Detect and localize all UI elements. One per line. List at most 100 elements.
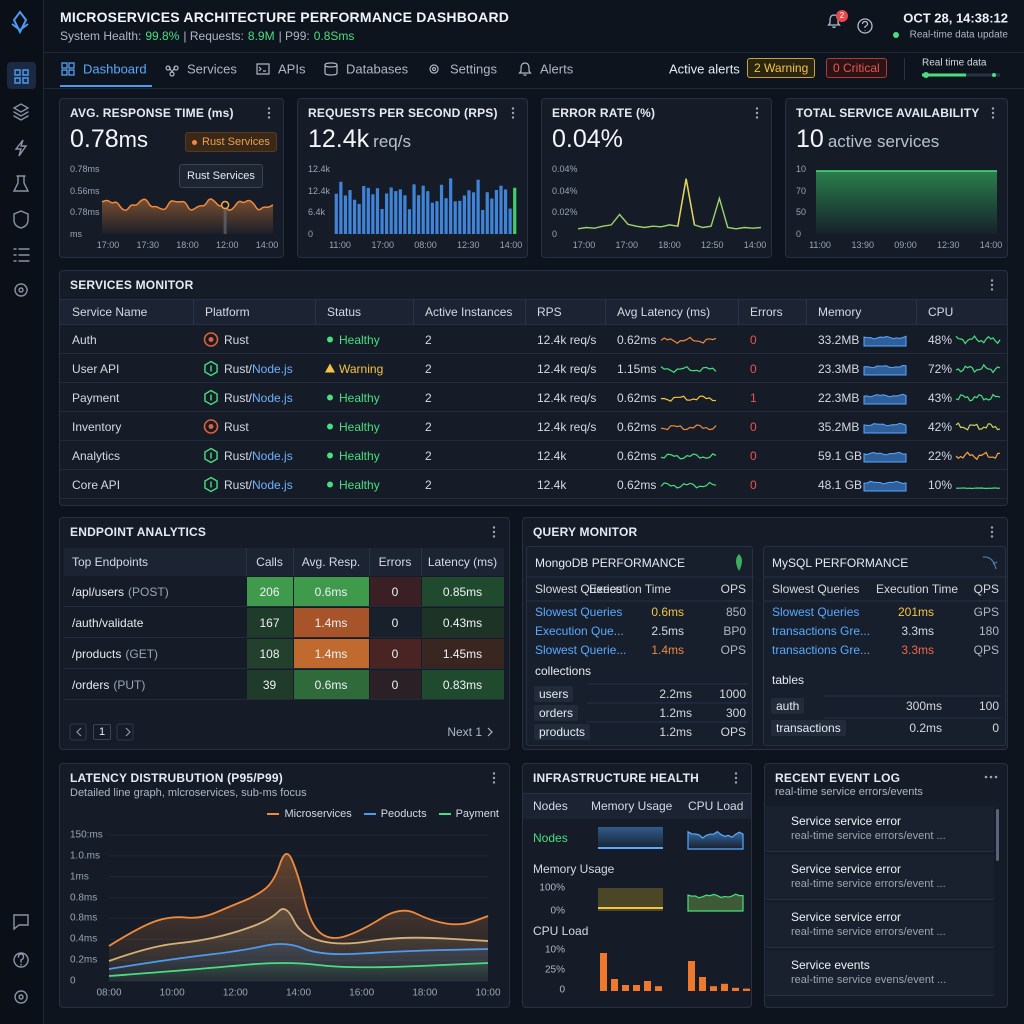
- cell-value: 0: [391, 677, 399, 692]
- y-axis-label: 0: [796, 229, 802, 239]
- chevron: [487, 727, 493, 737]
- table-header: [523, 793, 751, 819]
- legend-swatch: [438, 813, 451, 815]
- heat-cell: [422, 639, 504, 668]
- sidebar-icon[interactable]: [14, 990, 28, 1004]
- kpi-card: REQUESTS PER SECOND (RPS) 12.4k req/s 12.4k…: [297, 98, 528, 258]
- sidebar-icon[interactable]: [14, 283, 28, 297]
- realtime-toggle[interactable]: [918, 70, 1004, 80]
- next-page[interactable]: Next 1: [447, 725, 482, 739]
- bar: [334, 193, 338, 234]
- system-summary: System Health: 99.8% | Requests: 8.9M | P99:…: [60, 29, 358, 43]
- menu-button[interactable]: [492, 772, 496, 784]
- y-axis-label: 0: [552, 229, 558, 239]
- event-item[interactable]: [766, 806, 994, 852]
- page-button[interactable]: [116, 723, 134, 741]
- service-badge: Rust Services: [185, 132, 277, 152]
- sidebar-icon[interactable]: [13, 952, 29, 968]
- cpu-sparkline: [955, 487, 1001, 490]
- sidebar-icon[interactable]: [12, 175, 30, 192]
- x-axis-label: 17:00: [96, 240, 120, 250]
- rps: 12.4k: [537, 448, 567, 463]
- sidebar-icon[interactable]: [14, 69, 29, 84]
- x-axis-label: 08:00: [414, 240, 437, 250]
- cpu: 48%: [928, 332, 953, 347]
- menu-dot: [511, 111, 515, 115]
- menu-dot: [990, 535, 994, 538]
- legend-swatch: [363, 813, 376, 815]
- card-title: INFRASTRUCTURE HEALTH: [533, 771, 699, 785]
- page-button[interactable]: [69, 723, 87, 741]
- table-row: [60, 441, 1007, 470]
- latency-card: LATENCY DISTRUBUTION (P95/P99) Detailed l…: [59, 763, 510, 1008]
- table-row: [64, 607, 504, 638]
- x-axis-label: 12:00: [215, 240, 239, 250]
- nav-tab[interactable]: APIs: [278, 61, 306, 77]
- help-icon[interactable]: [857, 18, 873, 34]
- sidebar-icon[interactable]: [14, 139, 28, 157]
- status: Warning: [339, 361, 384, 376]
- cpu: 42%: [928, 419, 953, 434]
- latency-line: [108, 962, 489, 977]
- nav-tab[interactable]: Settings: [450, 61, 497, 77]
- panel-graphics: [527, 554, 754, 723]
- y-axis-label: 0.56ms: [70, 185, 100, 196]
- status-dot: [327, 394, 333, 401]
- nav-tab[interactable]: Databases: [346, 61, 409, 77]
- platform-part: Node.js: [252, 361, 293, 376]
- event-item[interactable]: [766, 902, 994, 948]
- infra-graphics: [598, 827, 750, 991]
- event-item[interactable]: [766, 854, 994, 900]
- card-title: SERVICES MONITOR: [70, 278, 194, 292]
- sidebar-icon[interactable]: [13, 248, 30, 262]
- event-item[interactable]: [766, 950, 994, 996]
- bar: [449, 178, 453, 234]
- dashboard-title: MICROSERVICES ARCHITECTURE PERFORMANCE D…: [60, 9, 510, 25]
- menu-button[interactable]: [990, 526, 994, 538]
- nav-tab[interactable]: Alerts: [540, 61, 574, 77]
- menu-button[interactable]: [990, 279, 994, 291]
- card-title: ERROR RATE (%): [552, 106, 656, 120]
- cpu-bar: [743, 988, 750, 991]
- y-axis-label: 150:ms: [70, 829, 103, 841]
- nav-tab[interactable]: Dashboard: [83, 61, 147, 77]
- cpu-bar: [600, 953, 607, 991]
- nav-tab[interactable]: Services: [187, 61, 237, 77]
- sidebar-icon[interactable]: [12, 103, 30, 121]
- endpoints-card: ENDPOINT ANALYTICS Top Endpoints Calls Avg.…: [59, 517, 510, 750]
- cpu-bar: [622, 985, 629, 991]
- sidebar-icon[interactable]: [13, 914, 29, 931]
- latency-line: [108, 908, 489, 962]
- kpi-value-row: 12.4k req/s: [308, 125, 411, 154]
- critical-badge[interactable]: 0 Critical: [826, 58, 887, 78]
- bar: [380, 209, 384, 234]
- tab-icon: [518, 62, 532, 76]
- section-label: collections: [535, 664, 592, 678]
- menu-dot: [990, 530, 994, 534]
- menu-button[interactable]: [492, 526, 496, 538]
- area-line: [101, 198, 274, 211]
- warning-badge[interactable]: 2 Warning: [747, 58, 816, 78]
- menu-button[interactable]: [984, 775, 998, 779]
- item-name: transactions: [771, 720, 846, 736]
- menu-button[interactable]: [734, 772, 738, 784]
- item-ops: OPS: [720, 725, 746, 739]
- menu-button[interactable]: [267, 107, 271, 119]
- menu-button[interactable]: [991, 107, 995, 119]
- column-divider: [525, 299, 526, 325]
- bar: [435, 201, 439, 234]
- platform: Rust/Node.js: [224, 478, 293, 492]
- column-header: Avg Latency (ms): [617, 305, 711, 319]
- sidebar-icon[interactable]: [13, 210, 29, 229]
- legend-item: Peoducts: [363, 808, 427, 820]
- menu-button[interactable]: [511, 107, 515, 119]
- kpi-card: TOTAL SERVICE AVAILABILITY 10 active servi…: [785, 98, 1008, 258]
- page-number[interactable]: 1: [93, 724, 111, 740]
- y-axis-label: 0.8ms: [70, 892, 98, 904]
- cpu-bar: [633, 985, 640, 991]
- menu-button[interactable]: [755, 107, 759, 119]
- query-ops: GPS: [973, 605, 999, 619]
- x-axis-label: 11:00: [329, 240, 351, 250]
- kpi-unit: ms: [118, 127, 148, 152]
- query-name: Execution Que...: [535, 624, 624, 638]
